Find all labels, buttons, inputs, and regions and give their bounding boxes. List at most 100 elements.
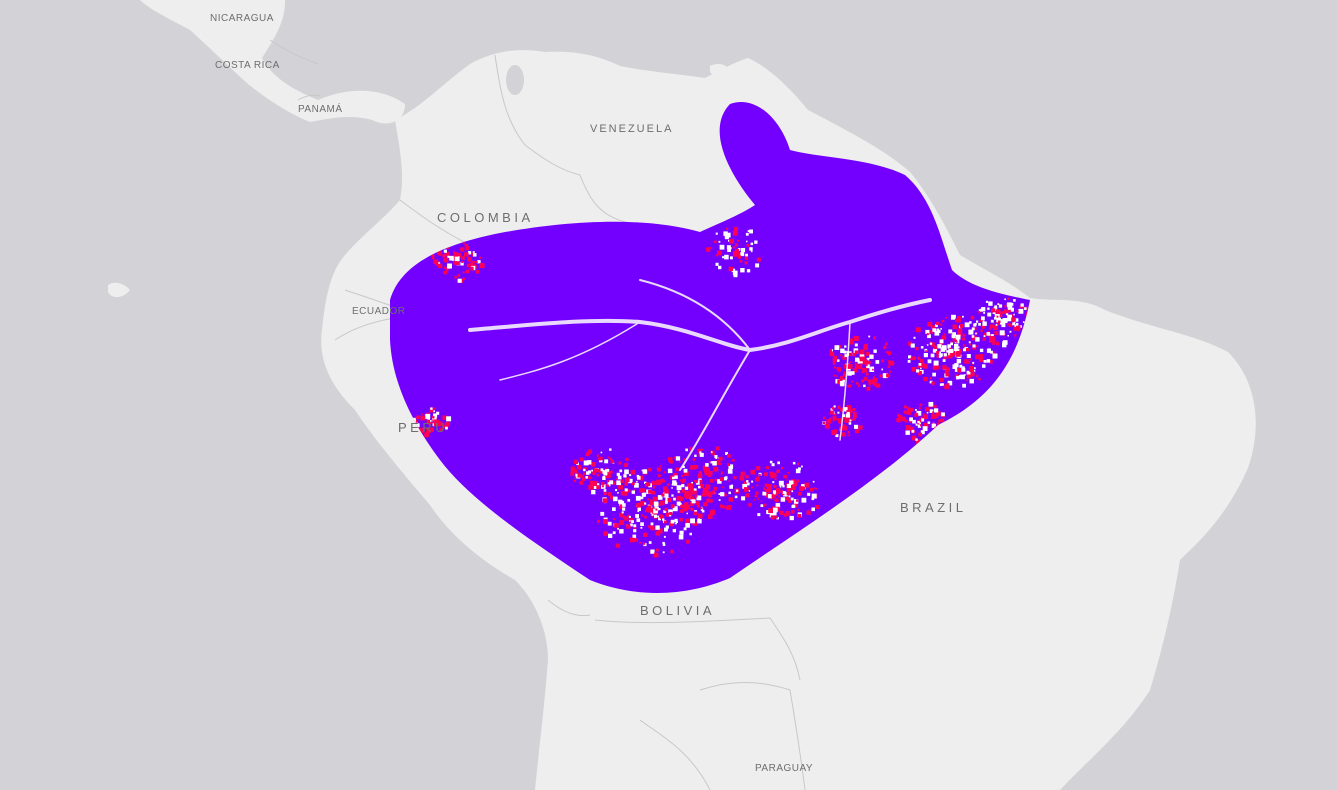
raster-pixel bbox=[701, 510, 705, 513]
raster-pixel bbox=[773, 492, 776, 495]
raster-pixel bbox=[675, 456, 681, 461]
raster-pixel bbox=[960, 374, 965, 380]
raster-pixel bbox=[418, 427, 422, 430]
raster-pixel bbox=[836, 375, 838, 377]
raster-pixel bbox=[908, 341, 913, 346]
raster-pixel bbox=[932, 348, 938, 353]
raster-pixel bbox=[472, 251, 475, 254]
raster-pixel bbox=[910, 357, 913, 361]
raster-pixel bbox=[600, 511, 605, 516]
raster-pixel bbox=[582, 477, 586, 482]
label-panama: PANAMÁ bbox=[298, 102, 343, 115]
raster-pixel bbox=[916, 410, 922, 416]
raster-pixel bbox=[714, 240, 717, 244]
raster-pixel bbox=[457, 278, 462, 283]
raster-pixel bbox=[775, 515, 778, 519]
raster-pixel bbox=[780, 497, 786, 502]
raster-pixel bbox=[979, 357, 984, 362]
raster-pixel bbox=[728, 491, 731, 495]
raster-pixel bbox=[416, 422, 418, 425]
raster-pixel bbox=[760, 500, 763, 502]
raster-pixel bbox=[657, 474, 661, 478]
raster-pixel bbox=[723, 493, 727, 497]
raster-pixel bbox=[843, 415, 848, 420]
raster-pixel bbox=[785, 496, 790, 501]
raster-pixel bbox=[475, 260, 478, 263]
raster-pixel bbox=[931, 381, 935, 385]
raster-pixel bbox=[885, 342, 888, 346]
raster-pixel bbox=[751, 480, 754, 483]
raster-pixel bbox=[609, 448, 612, 451]
raster-pixel bbox=[710, 450, 715, 455]
raster-pixel bbox=[589, 476, 592, 480]
raster-pixel bbox=[693, 490, 697, 495]
raster-pixel bbox=[693, 511, 698, 516]
raster-pixel bbox=[909, 426, 914, 432]
raster-pixel bbox=[849, 352, 853, 357]
raster-pixel bbox=[968, 329, 974, 335]
raster-pixel bbox=[725, 227, 728, 230]
raster-pixel bbox=[616, 472, 620, 476]
raster-pixel bbox=[465, 246, 470, 250]
raster-pixel bbox=[612, 481, 616, 485]
raster-pixel bbox=[983, 360, 987, 363]
raster-pixel bbox=[922, 413, 926, 416]
raster-pixel bbox=[607, 521, 612, 526]
raster-pixel bbox=[442, 415, 447, 420]
raster-pixel bbox=[700, 508, 704, 511]
raster-pixel bbox=[628, 478, 633, 484]
raster-pixel bbox=[645, 482, 649, 487]
raster-pixel bbox=[609, 480, 614, 485]
raster-pixel bbox=[455, 260, 460, 266]
raster-pixel bbox=[745, 253, 748, 257]
raster-pixel bbox=[659, 465, 662, 467]
raster-pixel bbox=[600, 451, 603, 454]
raster-pixel bbox=[749, 247, 753, 251]
raster-pixel bbox=[642, 497, 644, 499]
raster-pixel bbox=[758, 473, 761, 476]
raster-pixel bbox=[473, 261, 476, 263]
raster-pixel bbox=[939, 383, 943, 386]
raster-pixel bbox=[662, 543, 666, 546]
raster-pixel bbox=[709, 479, 714, 483]
raster-pixel bbox=[863, 384, 866, 388]
raster-pixel bbox=[928, 401, 934, 407]
raster-pixel bbox=[712, 453, 716, 456]
raster-pixel bbox=[731, 268, 736, 273]
raster-pixel bbox=[854, 424, 859, 429]
raster-pixel bbox=[685, 504, 690, 510]
raster-pixel bbox=[591, 469, 594, 472]
raster-pixel bbox=[690, 518, 695, 524]
raster-pixel bbox=[422, 427, 425, 429]
raster-pixel bbox=[477, 260, 481, 264]
raster-pixel bbox=[740, 471, 745, 476]
raster-pixel bbox=[843, 371, 846, 374]
raster-pixel bbox=[833, 429, 838, 434]
raster-pixel bbox=[853, 336, 859, 341]
raster-pixel bbox=[634, 482, 639, 488]
raster-pixel bbox=[652, 496, 658, 501]
raster-pixel bbox=[420, 415, 426, 421]
raster-pixel bbox=[672, 472, 678, 478]
raster-pixel bbox=[923, 414, 928, 420]
raster-pixel bbox=[460, 248, 463, 250]
country-borders bbox=[269, 39, 806, 790]
raster-pixel bbox=[754, 495, 758, 498]
raster-pixel bbox=[937, 422, 940, 425]
raster-pixel bbox=[658, 503, 662, 506]
raster-pixel bbox=[990, 319, 994, 323]
raster-pixel bbox=[969, 321, 972, 324]
raster-pixel bbox=[608, 484, 611, 487]
raster-pixel bbox=[956, 358, 962, 364]
raster-pixel bbox=[801, 497, 807, 503]
raster-pixel bbox=[744, 261, 748, 265]
raster-pixel bbox=[843, 364, 849, 369]
raster-pixel bbox=[791, 510, 795, 514]
raster-pixel bbox=[583, 460, 589, 466]
raster-pixel bbox=[1010, 308, 1014, 312]
raster-pixel bbox=[750, 250, 753, 253]
raster-pixel bbox=[629, 523, 633, 527]
raster-pixel bbox=[619, 504, 625, 509]
raster-pixel bbox=[620, 491, 625, 496]
